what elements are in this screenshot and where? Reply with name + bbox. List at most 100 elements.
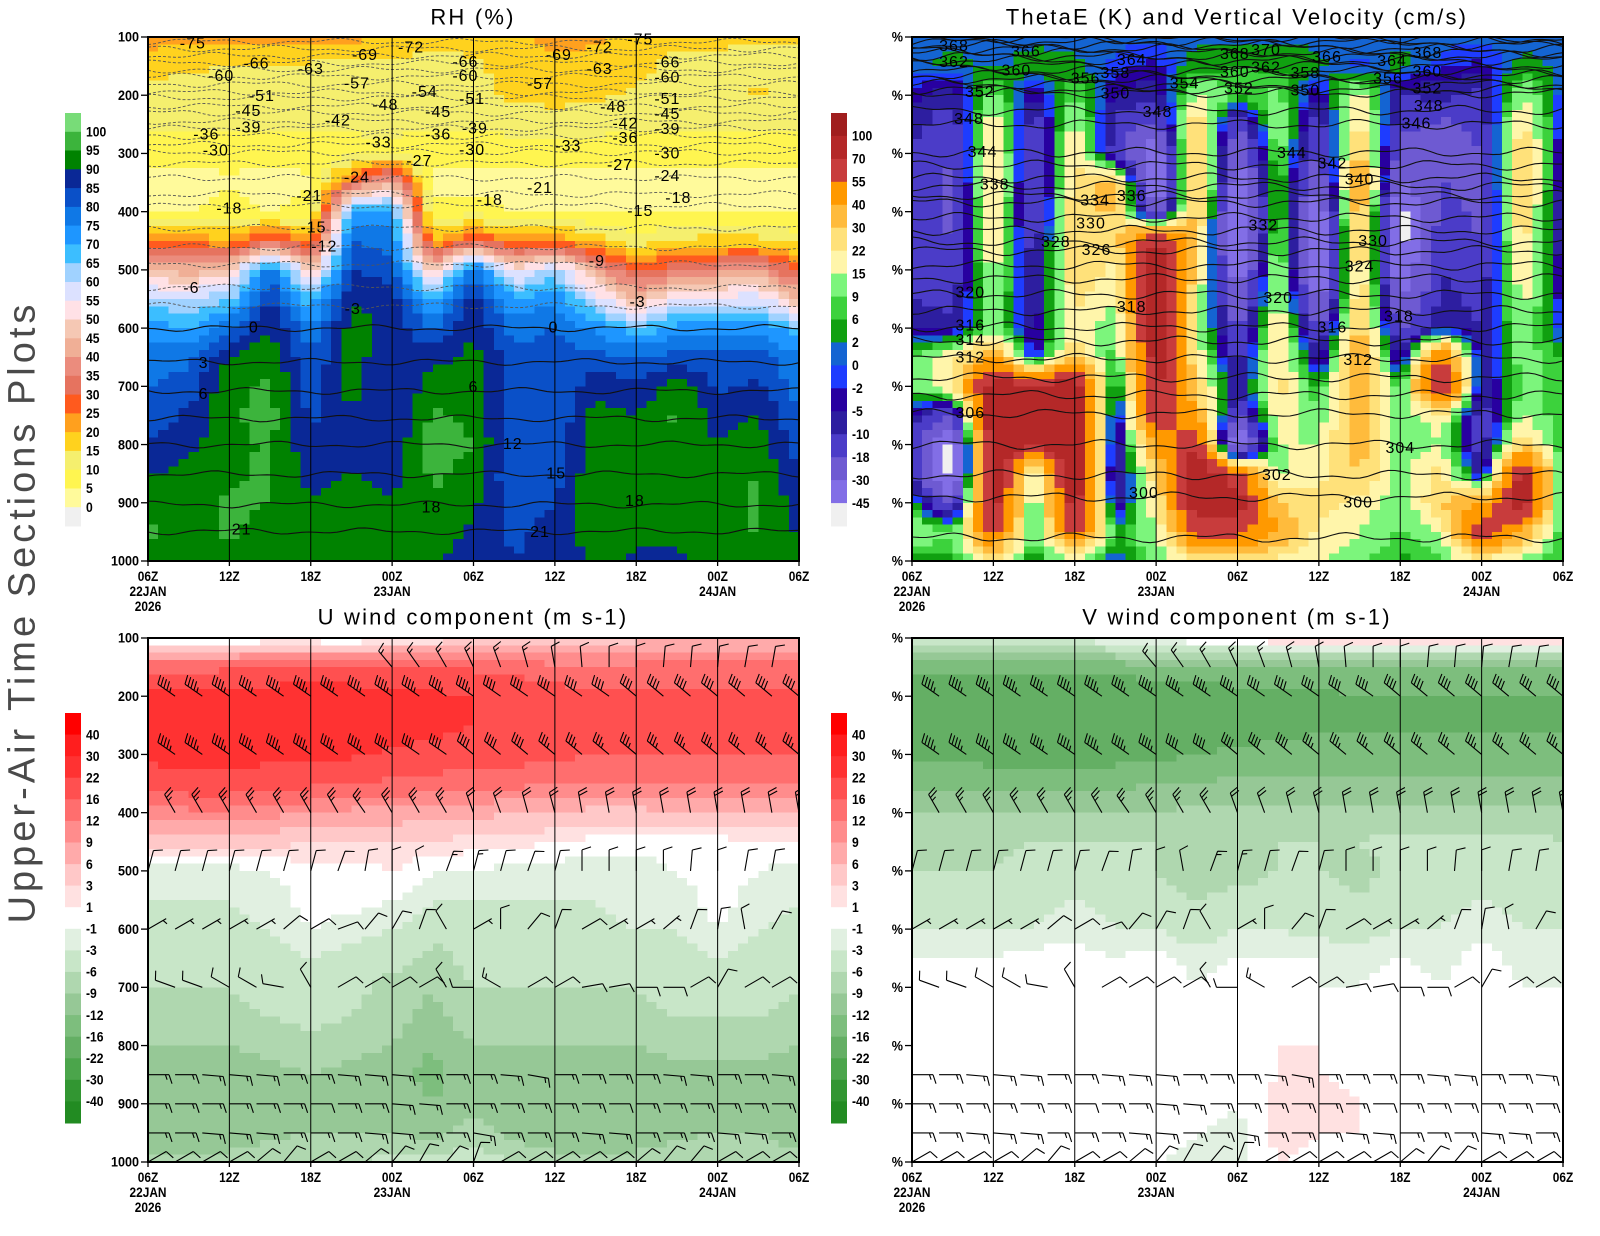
contour-cell [331,226,342,235]
contour-label: -72 [398,40,424,57]
contour-cell [1390,95,1401,104]
colorbar-box [65,319,81,339]
contour-cell [707,415,749,424]
contour-cell [1278,517,1300,526]
contour-cell [788,1045,799,1054]
contour-cell [148,291,210,300]
contour-cell [148,688,444,697]
x-tick-label: 06Z [1553,568,1574,584]
contour-cell [1349,400,1371,409]
contour-cell [912,422,933,431]
contour-cell [1522,415,1534,424]
contour-cell [1054,510,1066,519]
contour-cell [1461,437,1473,446]
contour-cell [1054,502,1066,511]
contour-cell [443,732,799,741]
contour-cell [1186,328,1198,337]
contour-cell [768,1009,799,1018]
contour-cell [1247,240,1259,249]
wind-barb-staff [608,918,629,930]
contour-cell [1390,226,1401,235]
contour-cell [1532,502,1544,511]
contour-cell [504,313,566,322]
contour-cell [1247,226,1259,235]
contour-cell [1207,408,1218,417]
contour-cell [758,422,780,431]
contour-cell [1318,437,1330,446]
contour-cell [993,539,1005,548]
wind-barb [700,673,718,697]
contour-cell [1166,168,1178,176]
contour-cell [1379,73,1391,82]
contour-cell [1491,444,1503,453]
contour-label: -48 [600,99,626,116]
contour-cell [1451,342,1462,351]
contour-cell [1023,277,1045,286]
contour-cell [148,907,241,916]
contour-cell [1512,175,1534,184]
contour-cell [554,1147,637,1156]
contour-cell [962,408,974,417]
contour-cell [1186,269,1198,278]
wind-barb-staff [592,731,610,755]
contour-cell [493,812,799,821]
contour-cell [1491,306,1503,315]
contour-cell [1196,291,1208,300]
wind-barb [604,787,615,813]
contour-cell [912,240,964,249]
wind-barb-staff [292,674,312,697]
contour-cell [290,306,302,315]
wind-barb-staff [391,910,413,930]
contour-label: 366 [1312,49,1342,66]
contour-cell [1084,517,1096,526]
contour-cell [402,226,414,235]
contour-cell [1247,117,1259,126]
contour-cell [1390,430,1432,438]
contour-label: 318 [1384,309,1414,326]
contour-cell [382,182,393,191]
x-date-label: 23JAN [374,583,411,599]
contour-cell [983,466,995,475]
colorbar-box [831,457,847,481]
contour-cell [1257,218,1269,227]
contour-cell [504,400,576,409]
contour-cell [422,269,444,278]
wind-barb [415,845,425,871]
contour-line [148,500,799,509]
contour-cell [148,95,505,104]
contour-cell [1013,553,1025,561]
contour-cell [1135,408,1147,417]
contour-cell [1115,313,1127,322]
contour-cell [1257,539,1289,548]
wind-barb [548,786,559,813]
contour-cell [1013,488,1025,497]
colorbar-box [65,188,81,208]
contour-cell [1257,117,1269,126]
contour-cell [1207,248,1218,257]
y-tick-label: % [892,495,903,511]
contour-cell [1278,524,1300,533]
contour-label: -69 [352,47,378,64]
contour-cell [1135,444,1147,453]
contour-cell [504,371,587,380]
contour-label: -75 [627,31,653,48]
contour-cell [1329,117,1340,126]
contour-cell [1054,371,1086,380]
contour-cell [1410,58,1432,67]
contour-cell [270,488,312,497]
contour-cell [1461,393,1473,402]
contour-cell [1207,168,1218,176]
contour-cell [1542,357,1563,366]
colorbar-box [831,250,847,275]
contour-cell [1329,160,1340,169]
contour-cell [575,306,597,315]
contour-cell [1379,233,1391,242]
contour-cell [148,437,200,446]
contour-cell [1532,269,1544,278]
contour-cell [1268,349,1289,358]
contour-cell [1054,328,1066,337]
contour-cell [1339,131,1351,140]
contour-cell [1054,517,1066,526]
contour-cell [565,430,586,438]
contour-cell [1003,182,1015,191]
